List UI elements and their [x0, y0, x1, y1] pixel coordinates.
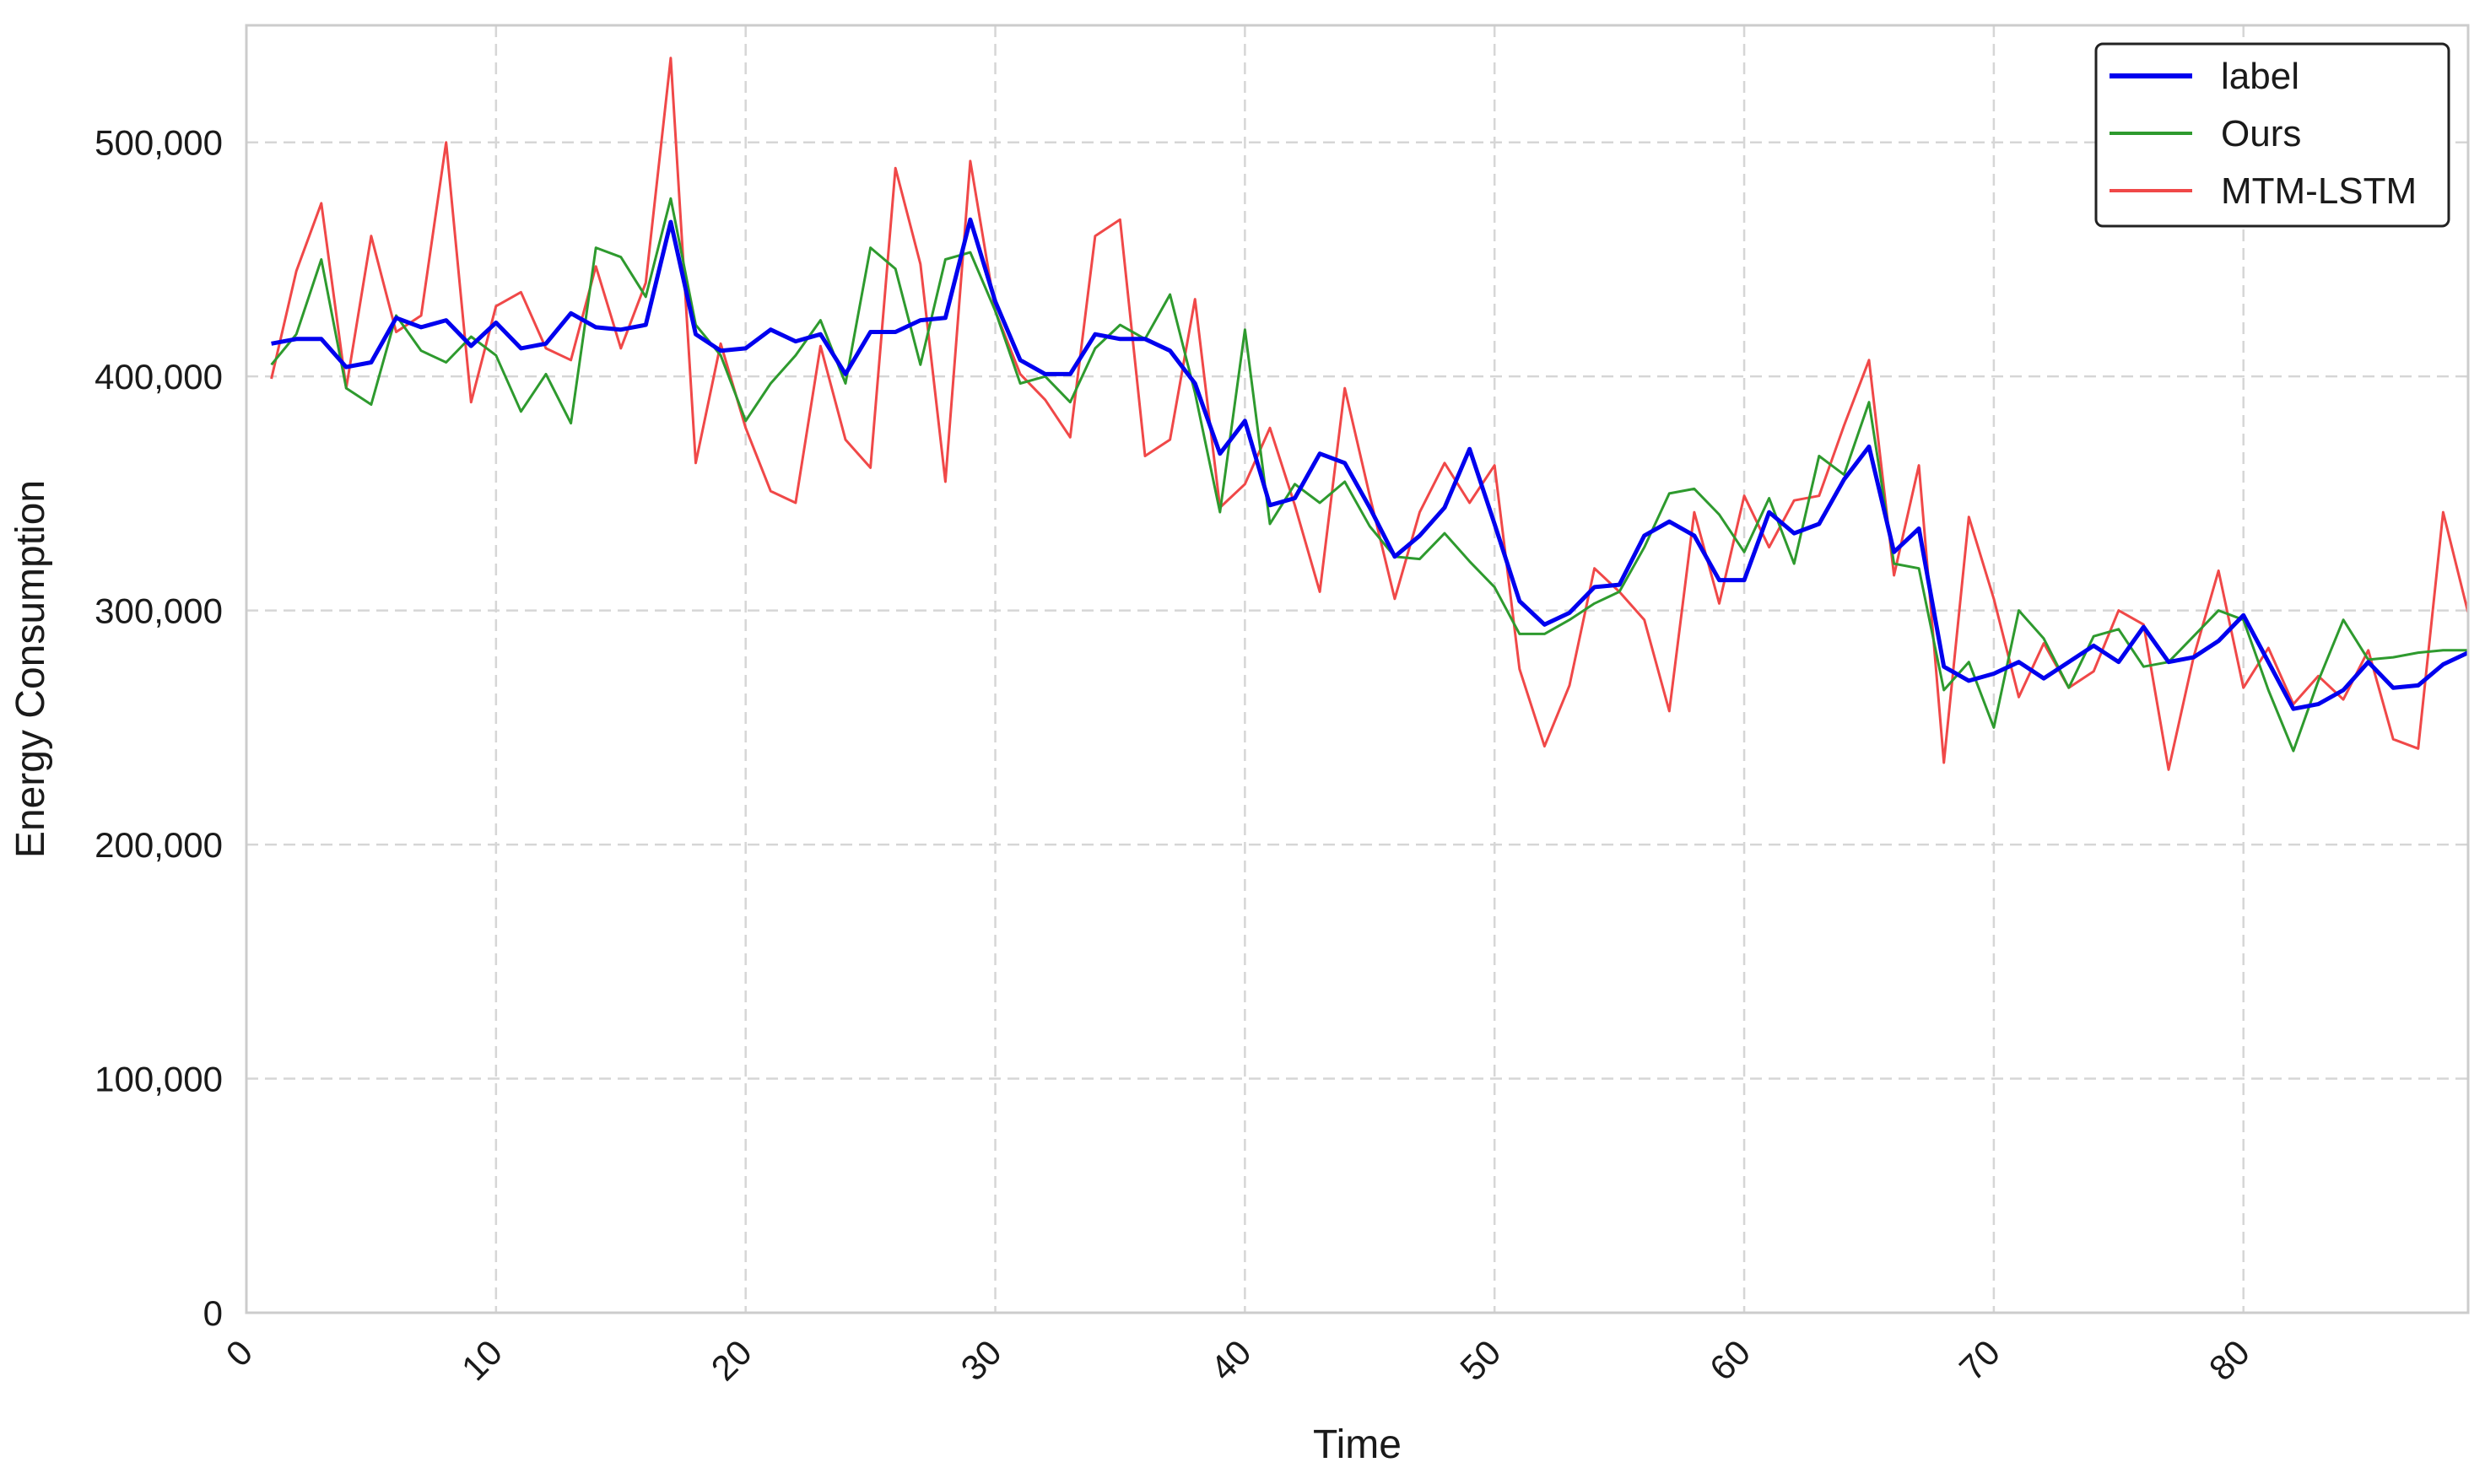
x-tick-label: 10: [454, 1332, 510, 1388]
y-tick-label: 400,000: [95, 357, 223, 397]
legend-box: [2094, 42, 2450, 228]
x-axis-label: Time: [1313, 1422, 1402, 1467]
series-line-label: [271, 217, 2470, 711]
x-tick-label: 30: [953, 1332, 1009, 1388]
y-tick-label: 200,000: [95, 825, 223, 865]
y-tick-label: 500,000: [95, 123, 223, 163]
y-tick-label: 100,000: [95, 1060, 223, 1099]
x-tick-label: 40: [1202, 1332, 1258, 1388]
x-tick-label: 20: [704, 1332, 759, 1388]
plot-frame: [245, 24, 2470, 1314]
x-tick-label: 50: [1452, 1332, 1508, 1388]
x-axis-ticks: 0 10 20 30 40 50 60 70 80: [219, 1332, 2257, 1388]
legend-label: MTM-LSTM: [2221, 170, 2417, 212]
legend: label Ours MTM-LSTM: [2094, 42, 2450, 228]
y-axis-ticks: 0 100,000 200,000 300,000 400,000 500,000: [95, 123, 223, 1333]
x-tick-label: 80: [2201, 1332, 2257, 1388]
legend-label: label: [2221, 56, 2299, 97]
y-tick-label: 300,000: [95, 591, 223, 631]
series-lines: [270, 57, 2470, 771]
legend-label: Ours: [2221, 113, 2301, 154]
x-tick-label: 60: [1702, 1332, 1758, 1388]
x-tick-label: 0: [219, 1332, 261, 1374]
y-axis-label: Energy Consumption: [8, 480, 53, 858]
grid: [246, 25, 2468, 1313]
y-tick-label: 0: [203, 1293, 223, 1333]
x-tick-label: 70: [1952, 1332, 2007, 1388]
series-line-ours: [270, 197, 2468, 753]
